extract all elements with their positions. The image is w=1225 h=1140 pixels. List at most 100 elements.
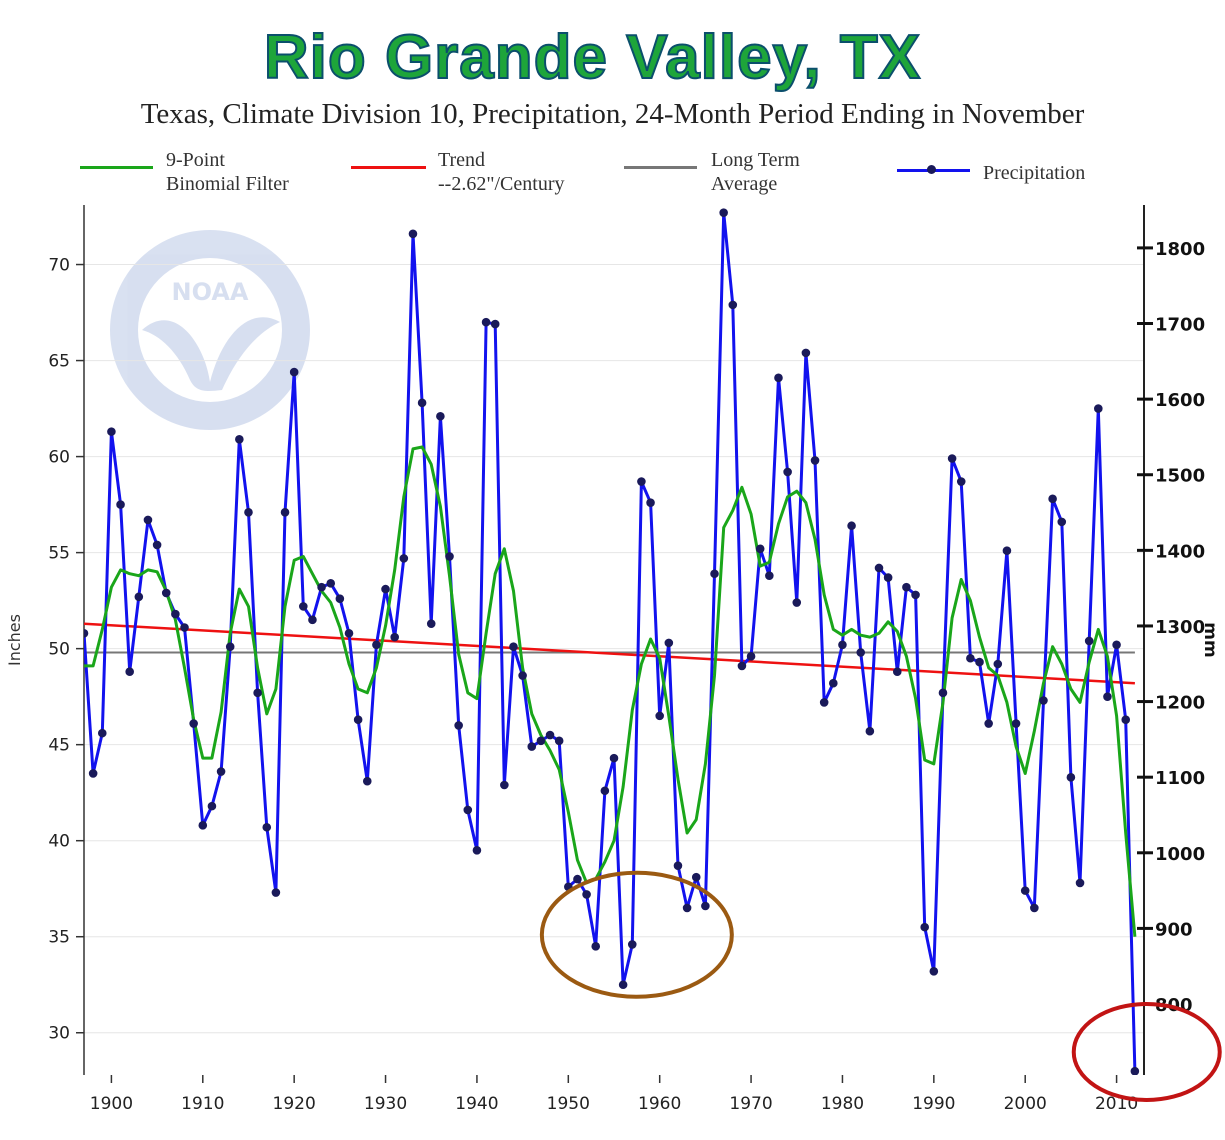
data-point-precipitation <box>1039 696 1048 705</box>
annotation-ellipse <box>539 870 734 999</box>
data-point-precipitation <box>390 632 399 642</box>
data-point-precipitation <box>152 540 162 550</box>
legend-trend-line1: Trend <box>438 149 486 171</box>
data-point-precipitation <box>920 922 929 932</box>
data-point-precipitation <box>372 640 381 650</box>
y-tick-label: 70 <box>48 256 70 276</box>
data-point-precipitation <box>1030 903 1039 913</box>
data-point-precipitation <box>883 573 893 582</box>
right-axis-ticks: 8009001000110012001300140015001600170018… <box>1137 239 1205 1016</box>
data-point-precipitation <box>189 719 198 728</box>
data-point-precipitation <box>299 602 308 611</box>
legend-trend-line2: --2.62"/Century <box>438 173 565 195</box>
data-point-precipitation <box>545 730 555 740</box>
y2-tick-label: 1300 <box>1155 617 1205 638</box>
data-point-precipitation <box>929 966 939 976</box>
data-point-precipitation <box>746 652 756 661</box>
data-point-precipitation <box>765 571 774 580</box>
data-point-precipitation <box>911 590 920 600</box>
data-point-precipitation <box>527 742 537 751</box>
x-tick-label: 1910 <box>181 1094 224 1114</box>
data-point-precipitation <box>1011 719 1021 728</box>
data-point-precipitation <box>1130 1066 1140 1075</box>
x-tick-label: 1950 <box>547 1094 590 1114</box>
legend-average-line1: Long Term <box>711 149 800 171</box>
data-point-precipitation <box>618 980 628 990</box>
data-point-precipitation <box>381 584 390 594</box>
data-point-precipitation <box>207 801 217 811</box>
y2-tick-label: 1500 <box>1155 466 1205 487</box>
y-tick-label: 30 <box>48 1024 70 1044</box>
y2-tick-label: 1600 <box>1155 390 1205 411</box>
data-point-precipitation <box>710 569 719 579</box>
data-point-precipitation <box>627 940 637 949</box>
data-point-precipitation <box>892 667 902 676</box>
annotations <box>539 870 1222 1102</box>
data-point-precipitation <box>472 845 482 855</box>
y-tick-label: 50 <box>48 640 70 660</box>
data-point-precipitation <box>216 767 226 776</box>
data-point-precipitation <box>445 552 454 561</box>
bottom-axis-ticks: 1900 1910 1920 1930 1940 1950 1960 1970 1980 1990… <box>90 1075 1138 1114</box>
data-point-precipitation <box>582 890 591 899</box>
data-point-precipitation <box>509 642 518 652</box>
data-point-precipitation <box>335 594 345 604</box>
chart-headline: Rio Grande Valley, TX <box>263 22 922 93</box>
data-point-precipitation <box>143 515 153 525</box>
data-point-precipitation <box>819 698 829 707</box>
data-point-precipitation <box>180 623 189 632</box>
left-axis-ticks: 30 35 40 45 50 55 60 65 70 <box>48 256 84 1044</box>
data-point-precipitation <box>728 300 738 310</box>
chart-subtitle: Texas, Climate Division 10, Precipitatio… <box>140 98 1085 130</box>
data-point-precipitation <box>97 728 107 738</box>
legend-label-trend: Trend --2.62"/Century <box>438 148 564 196</box>
data-point-precipitation <box>1075 878 1085 888</box>
data-point-precipitation <box>125 667 134 676</box>
data-point-precipitation <box>326 579 336 588</box>
y-tick-label: 65 <box>48 352 70 372</box>
legend-label-binomial: 9-Point Binomial Filter <box>166 148 289 196</box>
data-point-precipitation <box>956 477 966 486</box>
legend-swatch-trend <box>351 166 426 169</box>
y2-tick-label: 900 <box>1155 919 1193 940</box>
data-point-precipitation <box>1002 546 1012 555</box>
data-point-precipitation <box>436 411 445 421</box>
data-point-precipitation <box>966 653 975 663</box>
data-point-precipitation <box>682 903 692 913</box>
data-point-precipitation <box>116 500 125 509</box>
y-axis-title: Inches <box>5 614 24 666</box>
data-point-precipitation <box>591 942 601 951</box>
data-point-precipitation <box>289 367 299 377</box>
data-point-precipitation <box>646 498 655 507</box>
x-tick-label: 1990 <box>912 1094 955 1114</box>
data-point-precipitation <box>947 454 957 463</box>
data-point-precipitation <box>1020 886 1030 895</box>
noaa-logo: NOAA <box>110 230 310 430</box>
data-point-precipitation <box>1084 636 1094 646</box>
data-point-precipitation <box>344 628 354 638</box>
data-point-precipitation <box>993 659 1003 669</box>
data-point-precipitation <box>362 776 372 786</box>
data-point-precipitation <box>463 805 473 815</box>
y2-tick-label: 1000 <box>1155 844 1205 865</box>
legend-swatch-precip-dot <box>927 165 936 174</box>
x-tick-label: 2000 <box>1004 1094 1047 1114</box>
data-point-precipitation <box>691 872 701 882</box>
legend-binomial-line2: Binomial Filter <box>166 173 289 195</box>
legend: 9-Point Binomial Filter Trend --2.62"/Ce… <box>0 148 1225 203</box>
data-point-precipitation <box>609 753 619 763</box>
data-point-precipitation <box>1048 494 1057 504</box>
data-point-precipitation <box>655 711 664 721</box>
data-point-precipitation <box>84 628 89 638</box>
y-tick-label: 60 <box>48 448 70 468</box>
x-tick-label: 1930 <box>364 1094 407 1114</box>
data-point-precipitation <box>161 588 171 598</box>
data-point-precipitation <box>198 821 208 830</box>
data-point-precipitation <box>481 317 491 327</box>
series-line-binomial-filter <box>84 445 1137 937</box>
legend-binomial-line1: 9-Point <box>166 149 225 171</box>
data-point-precipitation <box>454 721 463 730</box>
data-point-precipitation <box>865 726 875 736</box>
data-point-precipitation <box>847 521 856 531</box>
legend-swatch-average <box>624 166 697 169</box>
